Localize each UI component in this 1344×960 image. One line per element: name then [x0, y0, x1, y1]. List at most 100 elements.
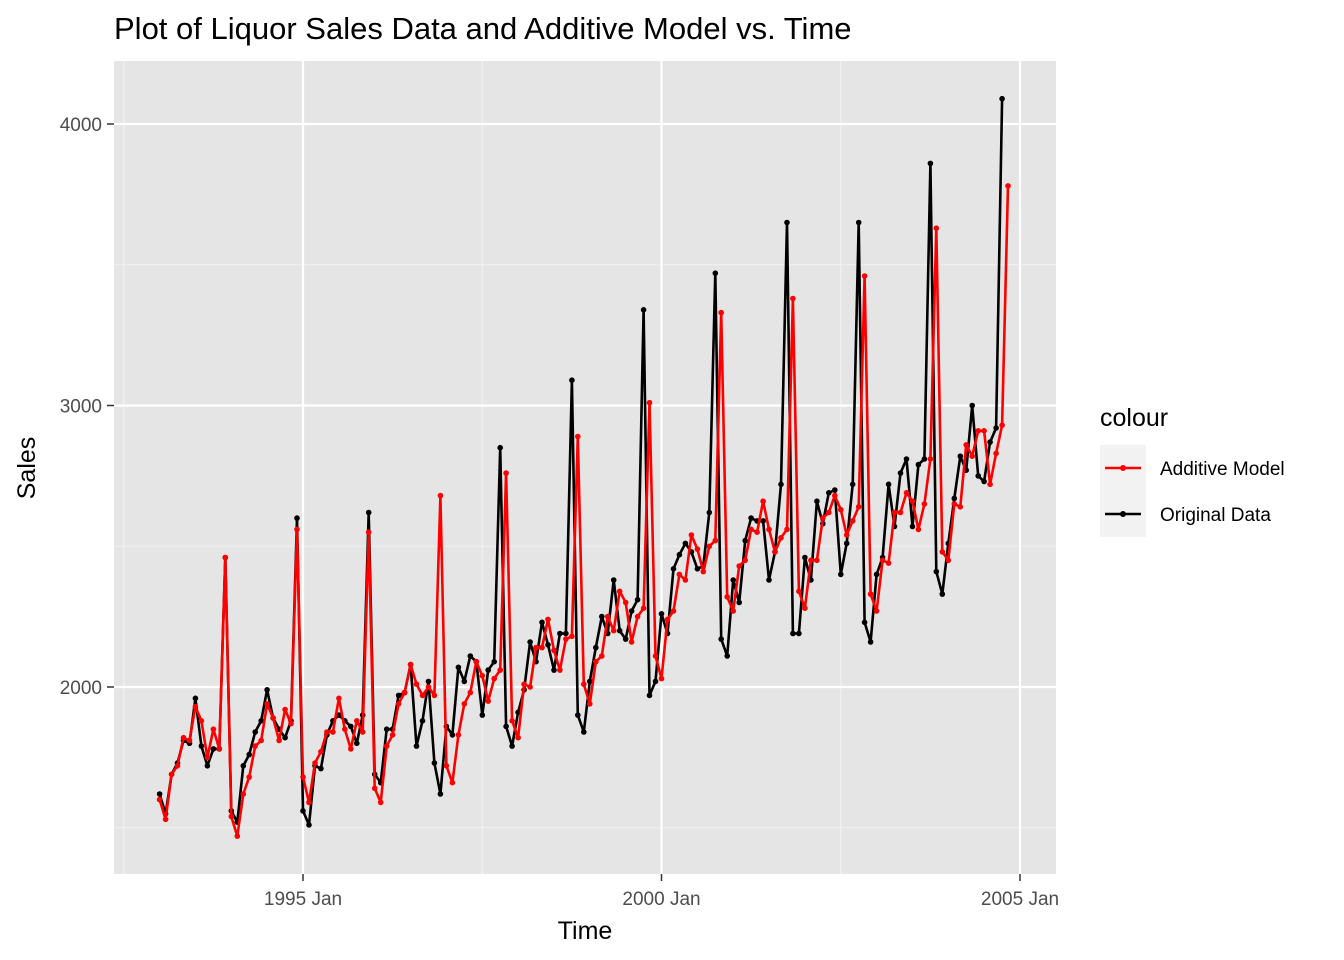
data-point-additive-model	[330, 729, 336, 735]
data-point-original-data	[903, 456, 910, 462]
data-point-original-data	[449, 732, 456, 738]
data-point-original-data	[252, 729, 258, 735]
data-point-additive-model	[897, 509, 904, 516]
data-point-additive-model	[425, 684, 432, 690]
data-point-original-data	[933, 568, 940, 575]
y-axis: 2000 3000 4000	[60, 115, 114, 699]
data-point-original-data	[682, 540, 689, 547]
data-point-additive-model	[449, 779, 456, 786]
data-point-original-data	[849, 481, 856, 488]
data-point-additive-model	[216, 746, 223, 752]
data-point-original-data	[724, 653, 730, 659]
data-point-original-data	[485, 667, 492, 673]
data-point-additive-model	[640, 605, 647, 611]
data-point-additive-model	[915, 526, 922, 533]
data-point-additive-model	[527, 684, 533, 690]
data-point-additive-model	[365, 529, 372, 535]
data-point-original-data	[736, 599, 742, 606]
data-point-original-data	[557, 630, 563, 637]
data-point-original-data	[987, 439, 993, 445]
data-point-additive-model	[168, 771, 175, 778]
data-point-original-data	[927, 160, 934, 167]
data-point-additive-model	[539, 644, 545, 651]
data-point-original-data	[336, 712, 342, 718]
data-point-original-data	[634, 596, 641, 603]
data-point-original-data	[694, 566, 701, 572]
data-point-additive-model	[891, 509, 898, 516]
data-point-original-data	[676, 551, 683, 558]
data-point-additive-model	[688, 532, 695, 538]
data-point-original-data	[616, 627, 623, 634]
data-point-additive-model	[664, 616, 671, 623]
data-point-original-data	[294, 515, 300, 521]
data-point-original-data	[581, 729, 587, 735]
data-point-additive-model	[604, 613, 611, 620]
data-point-original-data	[300, 808, 306, 814]
data-point-original-data	[975, 473, 981, 479]
data-point-original-data	[461, 678, 468, 685]
data-point-original-data	[861, 619, 868, 626]
data-point-additive-model	[909, 498, 916, 505]
data-point-additive-model	[557, 667, 563, 673]
data-point-additive-model	[419, 692, 426, 699]
x-axis-title: Time	[558, 917, 613, 945]
data-point-additive-model	[509, 718, 515, 724]
data-point-additive-model	[951, 501, 958, 507]
data-point-original-data	[993, 425, 999, 431]
data-point-original-data	[192, 695, 199, 702]
data-point-additive-model	[533, 644, 539, 651]
plot-panel	[114, 61, 1056, 874]
data-point-additive-model	[354, 718, 360, 724]
data-point-additive-model	[652, 653, 659, 659]
data-point-original-data	[814, 498, 820, 505]
data-point-additive-model	[599, 653, 605, 659]
data-point-additive-model	[491, 675, 498, 682]
data-point-additive-model	[814, 557, 820, 564]
data-point-additive-model	[192, 703, 199, 710]
data-point-additive-model	[587, 701, 593, 707]
legend-label-original: Original Data	[1160, 505, 1271, 526]
data-point-original-data	[575, 712, 581, 718]
y-tick-label: 3000	[60, 397, 102, 418]
data-point-additive-model	[718, 309, 724, 316]
data-point-original-data	[855, 219, 862, 226]
y-tick-label: 4000	[60, 115, 102, 136]
data-point-additive-model	[431, 692, 438, 699]
data-point-additive-model	[473, 658, 480, 665]
data-point-additive-model	[610, 627, 617, 634]
data-point-additive-model	[222, 554, 229, 561]
data-point-original-data	[838, 571, 844, 578]
series-layer	[156, 95, 1011, 839]
data-point-original-data	[718, 636, 724, 642]
data-point-additive-model	[616, 588, 623, 595]
data-point-original-data	[503, 723, 509, 730]
data-point-original-data	[951, 495, 958, 502]
data-point-additive-model	[228, 813, 235, 820]
data-point-additive-model	[294, 526, 300, 533]
data-point-additive-model	[413, 681, 420, 687]
data-point-additive-model	[437, 492, 444, 499]
data-point-original-data	[455, 664, 462, 671]
data-point-original-data	[413, 743, 420, 749]
data-point-original-data	[897, 470, 904, 476]
data-point-additive-model	[658, 675, 665, 682]
data-point-original-data	[670, 566, 677, 572]
data-point-original-data	[909, 523, 916, 530]
data-point-additive-model	[927, 456, 934, 462]
data-point-original-data	[843, 540, 850, 547]
data-point-original-data	[706, 509, 713, 516]
data-point-additive-model	[903, 490, 910, 496]
data-point-original-data	[282, 734, 288, 741]
data-point-original-data	[832, 487, 838, 493]
data-point-additive-model	[485, 698, 492, 704]
data-point-additive-model	[855, 504, 862, 510]
data-point-original-data	[599, 613, 605, 620]
data-point-additive-model	[204, 754, 211, 761]
x-tick-label: 2005 Jan	[981, 889, 1059, 910]
data-point-additive-model	[820, 515, 826, 521]
legend-key-point-additive	[1120, 465, 1126, 471]
data-point-additive-model	[288, 720, 294, 727]
data-point-additive-model	[461, 701, 468, 707]
data-point-additive-model	[467, 689, 474, 696]
data-point-original-data	[652, 678, 659, 685]
